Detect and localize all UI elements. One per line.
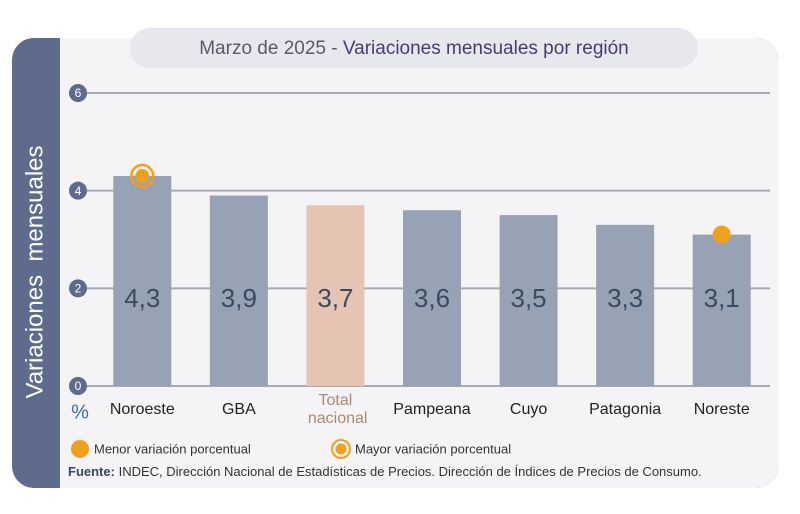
tick-badge [69,377,87,395]
x-tick-label: Noroeste [110,401,175,418]
x-tick-line: Noreste [694,401,750,418]
tick-badge [69,279,87,298]
x-tick-line: Patagonia [589,401,661,418]
source-label: Fuente: [68,464,115,479]
bar [403,210,461,386]
value-label: 3,3 [607,283,643,313]
source-text: INDEC, Dirección Nacional de Estadística… [119,464,702,479]
x-tick-line: GBA [222,401,256,418]
bar [306,205,365,386]
x-tick-label: GBA [222,401,256,418]
x-tick-label: Noreste [694,401,750,418]
y-tick-label: 0 [75,379,82,393]
y-tick-label: 2 [75,282,82,296]
panel-edge [60,38,90,488]
x-tick-line: nacional [303,410,367,427]
chart-title: Marzo de 2025 - Variaciones mensuales po… [199,38,629,59]
bar [692,234,751,386]
legend-min-marker [71,440,89,458]
value-label: 3,7 [317,283,353,313]
bar [596,224,655,386]
x-tick-label: Pampeana [393,401,470,418]
source: Fuente: INDEC, Dirección Nacional de Est… [68,464,702,479]
y-unit: % [71,401,89,423]
bar [209,195,268,386]
value-label: 3,5 [510,283,546,313]
x-tick-line: Total [319,392,353,409]
title-main: Variaciones mensuales por región [343,38,629,59]
title-prefix: Marzo de 2025 - [199,38,337,59]
tick-badge [69,181,87,200]
x-tick-line: Pampeana [393,401,470,418]
bar [113,176,172,386]
value-label: 4,3 [124,283,160,313]
y-tick-label: 6 [75,86,82,100]
value-label: 3,9 [221,283,257,313]
x-tick-label: Total nacional [303,392,367,427]
value-label: 3,1 [704,283,740,313]
x-tick-line: Cuyo [510,401,547,418]
max-marker [135,169,150,184]
tick-badge [69,84,87,102]
bar [499,215,558,386]
y-axis-label: Variaciones mensuales [21,145,48,398]
x-tick-label: Patagonia [589,401,661,418]
y-tick-label: 4 [75,184,82,198]
legend-min: Menor variación porcentual [94,441,251,456]
legend-max-marker [335,443,347,455]
legend-max-ring [331,439,351,459]
x-tick-line: Noroeste [110,401,175,418]
title-pill [130,28,698,68]
min-marker [712,225,731,244]
max-marker-ring [130,163,155,189]
x-tick-label: Cuyo [510,401,547,418]
value-label: 3,6 [414,283,450,313]
legend-max: Mayor variación porcentual [355,441,511,456]
